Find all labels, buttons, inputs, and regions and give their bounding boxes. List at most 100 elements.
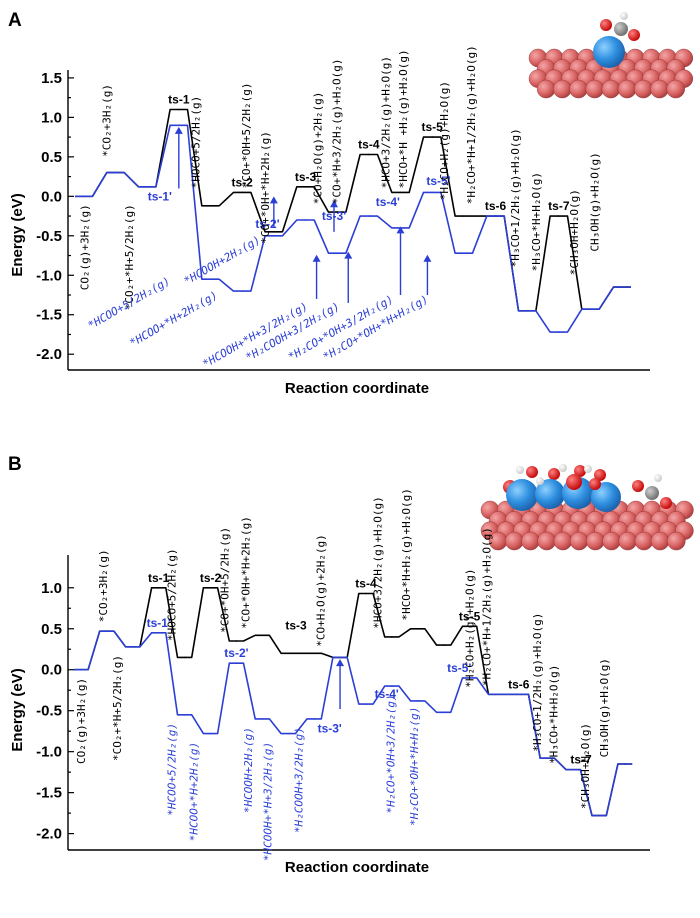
species-label: CH₃OH(g)+H₂O(g) bbox=[598, 658, 611, 757]
energy-level-point bbox=[391, 685, 393, 687]
transition-state-label: ts-5 bbox=[459, 609, 481, 623]
surface-atom-icon bbox=[650, 531, 670, 551]
energy-level-point bbox=[131, 645, 134, 648]
transition-state-label: ts-1' bbox=[148, 189, 172, 203]
y-tick-label: 1.5 bbox=[41, 70, 62, 87]
y-tick-label: -1.0 bbox=[36, 267, 62, 284]
energy-level-point bbox=[183, 656, 186, 659]
energy-level-point bbox=[546, 757, 549, 760]
species-label: CO₂(g)+3H₂(g) bbox=[79, 204, 92, 290]
energy-level-point bbox=[442, 644, 445, 646]
surface-atom-icon bbox=[586, 531, 605, 551]
panel-a-label: A bbox=[8, 10, 22, 31]
panel-b-inset-structure bbox=[480, 462, 694, 551]
panel-a-x-axis-title: Reaction coordinate bbox=[285, 380, 429, 397]
energy-level-point bbox=[146, 186, 148, 188]
species-label: *H₂CO+*OH+3/2H₂(g) bbox=[384, 694, 397, 813]
arrow-head-icon bbox=[344, 251, 353, 259]
species-label: *H₂CO+*H+1/2H₂(g)+H₂O(g) bbox=[465, 45, 478, 204]
surface-atom-icon bbox=[650, 79, 669, 99]
energy-level-point bbox=[526, 309, 528, 312]
species-label: *CH₃OH+H₂O(g) bbox=[568, 189, 581, 275]
panel-b: B 1.0 0.5 0.0 -0.5 -1.0 -1.5 -2.0 ts-1 ts-2 ts-3 bbox=[8, 454, 694, 876]
hydrogen-atom-icon bbox=[536, 477, 544, 485]
panel-b-x-axis-title: Reaction coordinate bbox=[285, 859, 429, 876]
arrow-head-icon bbox=[330, 200, 338, 208]
surface-atom-icon bbox=[569, 79, 588, 99]
energy-level-point bbox=[313, 718, 315, 720]
species-label: *CO+*OH+5/2H₂(g) bbox=[219, 527, 232, 633]
transition-state-label: ts-6 bbox=[485, 199, 507, 213]
panel-b-label: B bbox=[8, 454, 22, 475]
arrow-head-icon bbox=[336, 659, 345, 667]
surface-atom-icon bbox=[537, 531, 556, 551]
energy-level-point bbox=[391, 636, 393, 638]
metal-atom-icon bbox=[593, 36, 625, 68]
transition-state-label: ts-7 bbox=[548, 199, 570, 213]
species-label: *CO+H₂O(g)+2H₂(g) bbox=[311, 92, 324, 205]
energy-level-point bbox=[368, 215, 370, 217]
surface-atom-icon bbox=[585, 79, 604, 99]
energy-level-point bbox=[368, 153, 370, 156]
species-label: *HOCO+5/2H₂(g) bbox=[166, 548, 179, 641]
transition-state-label: ts-2' bbox=[224, 646, 248, 660]
energy-level-point bbox=[183, 713, 186, 716]
surface-atom-icon bbox=[666, 79, 685, 99]
transition-state-label: ts-5' bbox=[426, 174, 450, 188]
energy-level-point bbox=[442, 711, 445, 714]
transition-state-label: ts-5 bbox=[421, 120, 443, 134]
energy-level-point bbox=[399, 191, 402, 194]
species-label: *CO+*OH+5/2H₂(g) bbox=[240, 82, 253, 188]
species-label: *CO₂+3H₂(g) bbox=[97, 549, 110, 622]
energy-level-point bbox=[261, 718, 264, 720]
surface-atom-icon bbox=[601, 79, 621, 99]
carbon-atom-icon bbox=[645, 486, 659, 500]
energy-level-point bbox=[178, 108, 180, 111]
energy-level-point bbox=[241, 191, 243, 194]
y-tick-label: 1.0 bbox=[41, 580, 62, 597]
energy-level-point bbox=[178, 124, 180, 127]
energy-profile-series-blue bbox=[75, 124, 631, 333]
transition-state-label: ts-2' bbox=[255, 217, 279, 231]
surface-atom-icon bbox=[569, 531, 589, 551]
species-label: *HCOO+*H+2H₂(g) bbox=[188, 742, 201, 841]
arrow-head-icon bbox=[269, 196, 278, 204]
species-label: *HCOO+5/2H₂(g) bbox=[166, 723, 179, 816]
species-label: *HCO+*H+H₂(g)+H₂O(g) bbox=[400, 488, 413, 620]
panel-a-y-axis-title: Energy (eV) bbox=[9, 193, 26, 276]
energy-level-point bbox=[313, 652, 315, 655]
surface-atom-icon bbox=[602, 531, 621, 551]
transition-state-label: ts-4 bbox=[358, 137, 380, 151]
energy-level-point bbox=[558, 331, 560, 333]
energy-level-point bbox=[209, 204, 212, 207]
surface-atom-icon bbox=[553, 79, 572, 99]
species-label: *H₂CO+H₂(g)+H₂O(g) bbox=[438, 81, 451, 200]
energy-level-point bbox=[336, 211, 338, 213]
energy-level-point bbox=[287, 652, 290, 655]
species-label: *CO₂+*H+5/2H₂(g) bbox=[111, 655, 124, 761]
species-label: *HCO+3/2H₂(g)+H₂O(g) bbox=[379, 56, 392, 188]
surface-atom-icon bbox=[634, 79, 653, 99]
energy-level-point bbox=[463, 215, 465, 217]
transition-state-label: ts-4' bbox=[375, 687, 399, 701]
species-label: *HCOOH+2H₂(g) bbox=[182, 233, 263, 287]
energy-level-point bbox=[431, 191, 433, 194]
y-tick-label: 0.5 bbox=[41, 621, 62, 638]
energy-level-point bbox=[209, 732, 212, 735]
arrow-head-icon bbox=[396, 226, 405, 234]
species-label: *H₃CO+*H+H₂O(g) bbox=[530, 172, 543, 271]
energy-level-point bbox=[157, 632, 160, 634]
energy-level-point bbox=[468, 625, 471, 628]
transition-state-label: ts-3' bbox=[322, 209, 346, 223]
y-tick-label: -1.5 bbox=[36, 785, 62, 802]
energy-level-point bbox=[494, 215, 497, 217]
y-tick-label: -1.0 bbox=[36, 744, 62, 761]
energy-level-point bbox=[83, 195, 85, 198]
energy-level-point bbox=[106, 630, 108, 633]
y-tick-label: 0.5 bbox=[41, 149, 62, 166]
energy-level-point bbox=[463, 252, 465, 254]
transition-state-label: ts-3' bbox=[318, 722, 342, 736]
transition-state-label: ts-7 bbox=[570, 753, 592, 767]
energy-level-point bbox=[416, 627, 419, 630]
arrow-head-icon bbox=[174, 126, 183, 134]
